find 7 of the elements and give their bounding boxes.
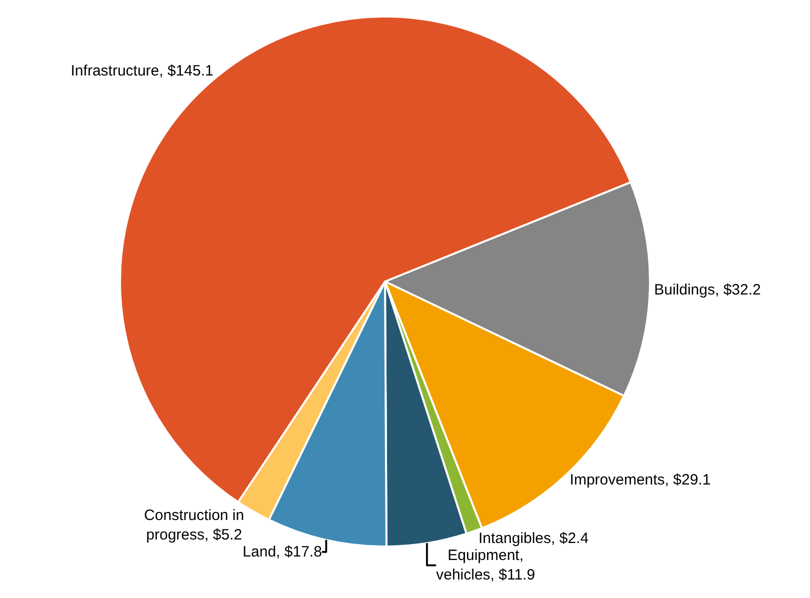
slice-label: Land, $17.8 xyxy=(242,543,322,560)
slice-label: Infrastructure, $145.1 xyxy=(70,62,214,80)
slice-label: Equipment, vehicles, $11.9 xyxy=(436,547,536,584)
slice-label: Buildings, $32.2 xyxy=(654,281,761,298)
slice-label: Construction in progress, $5.2 xyxy=(144,506,244,544)
slice-label: Intangibles, $2.4 xyxy=(478,530,589,548)
slice-label: Improvements, $29.1 xyxy=(570,472,711,489)
